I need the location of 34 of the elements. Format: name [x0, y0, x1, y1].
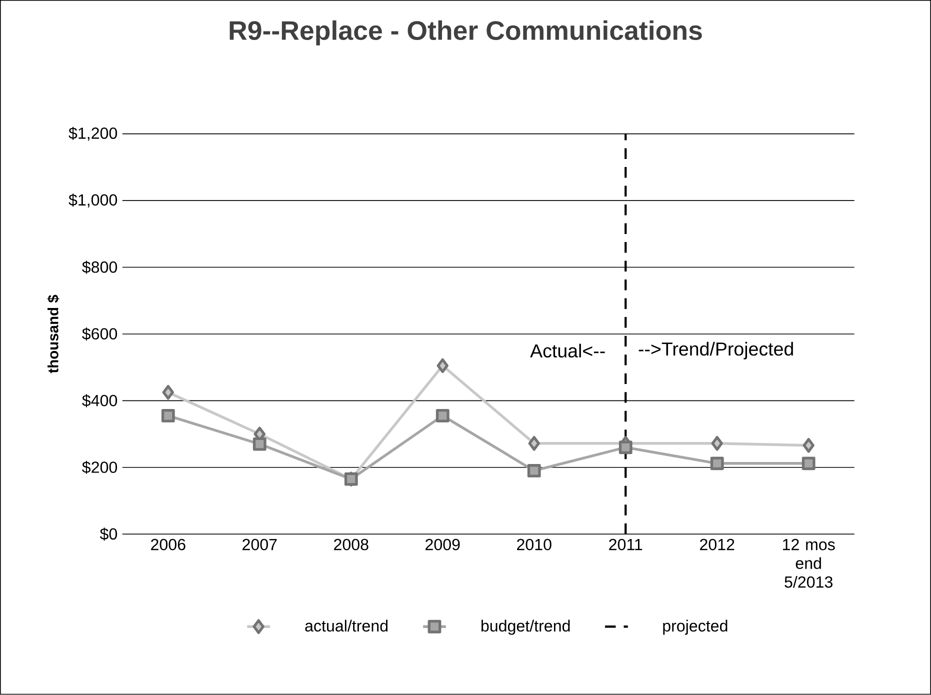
x-tick-label: 12 mos end 5/2013 [783, 539, 835, 588]
chart-title: R9--Replace - Other Communications [230, 20, 702, 46]
legend-label: actual/trend [305, 620, 388, 632]
point [711, 436, 723, 451]
x-tick-label: 2012 [700, 539, 734, 550]
legend-label: projected [663, 620, 728, 635]
point [802, 438, 814, 453]
point [618, 440, 632, 454]
x-tick-label: 2007 [242, 539, 277, 550]
point [161, 409, 175, 423]
y-tick-label: $200 [82, 461, 118, 474]
x-tick-label: 2011 [609, 539, 642, 550]
annotation: Actual<-- [530, 344, 605, 358]
point [436, 409, 450, 423]
x-tick-label: 2009 [426, 539, 460, 550]
point [802, 456, 816, 470]
y-tick-label: $400 [82, 394, 118, 408]
annotation: -->Trend/Projected [638, 342, 793, 360]
point [436, 358, 448, 374]
y-tick-label: $1,000 [68, 194, 118, 208]
y-tick-label: $1,200 [68, 127, 118, 141]
x-tick-label: 2006 [151, 539, 186, 550]
point [252, 438, 266, 451]
y-axis-title: thousand $ [47, 295, 60, 374]
y-tick-label: $600 [82, 328, 118, 341]
legend-label: budget/trend [481, 620, 570, 635]
point [162, 385, 174, 400]
y-tick-label: $800 [82, 260, 118, 274]
point [528, 436, 540, 451]
x-tick-label: 2008 [334, 539, 368, 550]
point [527, 464, 541, 478]
point [710, 456, 724, 470]
y-tick-label: $0 [100, 528, 118, 541]
x-tick-label: 2010 [517, 539, 552, 550]
